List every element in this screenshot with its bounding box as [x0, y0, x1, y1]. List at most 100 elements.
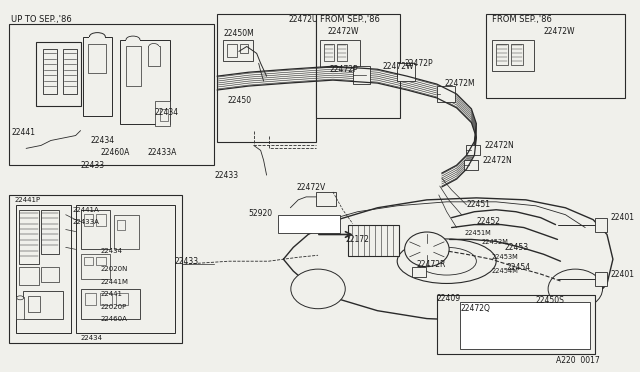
- Text: 22433A: 22433A: [148, 148, 177, 157]
- Bar: [84, 293, 97, 305]
- Bar: [456, 299, 470, 309]
- Text: 22472M: 22472M: [445, 78, 476, 87]
- Text: UP TO SEP.,'86: UP TO SEP.,'86: [12, 15, 72, 24]
- Text: FROM SEP.,'86: FROM SEP.,'86: [492, 15, 552, 24]
- Bar: [348, 225, 399, 256]
- Text: 22441A: 22441A: [72, 207, 99, 213]
- Bar: [486, 14, 625, 98]
- Text: 22441: 22441: [12, 128, 35, 137]
- Bar: [278, 215, 340, 232]
- Bar: [160, 109, 168, 121]
- Text: 22454: 22454: [506, 263, 530, 272]
- Bar: [316, 14, 400, 118]
- Text: 22472N: 22472N: [483, 156, 512, 165]
- Bar: [97, 257, 106, 265]
- Text: 22433: 22433: [81, 161, 105, 170]
- Bar: [16, 297, 24, 318]
- Ellipse shape: [126, 36, 140, 43]
- Ellipse shape: [90, 33, 106, 41]
- Text: 22472R: 22472R: [417, 260, 446, 269]
- Bar: [43, 49, 57, 94]
- Text: 22401: 22401: [611, 213, 635, 222]
- Bar: [436, 86, 454, 102]
- Bar: [88, 44, 106, 73]
- Text: 22433: 22433: [175, 257, 198, 266]
- Bar: [63, 49, 77, 94]
- Bar: [81, 254, 110, 279]
- Bar: [83, 36, 112, 116]
- Bar: [28, 296, 40, 312]
- Bar: [84, 257, 93, 265]
- Bar: [81, 210, 110, 249]
- Text: 22460A: 22460A: [100, 315, 127, 322]
- Bar: [41, 267, 59, 282]
- Bar: [595, 218, 607, 231]
- Bar: [90, 36, 106, 45]
- Text: 22452: 22452: [476, 217, 500, 226]
- Bar: [397, 63, 415, 81]
- Ellipse shape: [397, 239, 496, 283]
- Text: 22434: 22434: [155, 108, 179, 117]
- Bar: [117, 219, 125, 230]
- Bar: [114, 215, 139, 249]
- Bar: [595, 272, 607, 286]
- Bar: [19, 210, 39, 264]
- Ellipse shape: [149, 44, 159, 49]
- Bar: [240, 44, 248, 54]
- Text: 22450M: 22450M: [223, 29, 254, 38]
- Text: 22409: 22409: [436, 294, 461, 303]
- Bar: [100, 293, 112, 305]
- Bar: [227, 44, 237, 57]
- Bar: [460, 302, 590, 349]
- Ellipse shape: [17, 296, 24, 300]
- Text: 22472P: 22472P: [330, 65, 358, 74]
- Bar: [36, 42, 81, 106]
- Bar: [155, 101, 170, 126]
- Bar: [81, 289, 140, 318]
- Bar: [353, 66, 371, 84]
- Bar: [41, 210, 59, 254]
- Bar: [19, 267, 39, 285]
- Bar: [10, 195, 182, 343]
- Text: 22472W: 22472W: [543, 27, 575, 36]
- Bar: [337, 44, 347, 61]
- Text: 22441P: 22441P: [14, 197, 40, 203]
- Bar: [324, 44, 334, 61]
- Bar: [116, 293, 128, 305]
- Text: 22452M: 22452M: [481, 240, 508, 246]
- Text: 22441M: 22441M: [100, 279, 129, 285]
- Bar: [412, 267, 426, 277]
- Text: 22433: 22433: [214, 171, 238, 180]
- Bar: [465, 160, 478, 170]
- Text: 22434: 22434: [100, 248, 122, 254]
- Text: 22451M: 22451M: [465, 230, 492, 235]
- Bar: [316, 192, 336, 206]
- Bar: [97, 214, 106, 225]
- Text: 22434: 22434: [81, 336, 102, 341]
- Ellipse shape: [548, 269, 602, 309]
- Text: FROM SEP.,'86: FROM SEP.,'86: [320, 15, 380, 24]
- Bar: [149, 46, 159, 52]
- Text: 22472N: 22472N: [484, 141, 514, 150]
- Text: 22472V: 22472V: [296, 183, 326, 192]
- Text: 22401: 22401: [611, 270, 635, 279]
- Bar: [223, 39, 253, 61]
- Ellipse shape: [291, 269, 345, 309]
- Bar: [467, 145, 481, 155]
- Text: 22172: 22172: [346, 235, 370, 244]
- Text: 22460A: 22460A: [100, 148, 130, 157]
- Text: 22441: 22441: [100, 291, 122, 297]
- Text: 22472W: 22472W: [328, 27, 360, 36]
- Bar: [511, 44, 523, 65]
- Text: 22451: 22451: [467, 200, 490, 209]
- Text: 22472Q: 22472Q: [461, 304, 490, 313]
- Bar: [436, 295, 595, 354]
- Text: 52920: 52920: [249, 209, 273, 218]
- Bar: [23, 291, 63, 318]
- Text: 22450S: 22450S: [536, 296, 564, 305]
- Bar: [320, 39, 360, 67]
- Text: 22433A: 22433A: [72, 219, 99, 225]
- Text: 22450: 22450: [227, 96, 251, 105]
- Text: A220  0017: A220 0017: [556, 356, 599, 365]
- Text: 22454M: 22454M: [492, 268, 518, 274]
